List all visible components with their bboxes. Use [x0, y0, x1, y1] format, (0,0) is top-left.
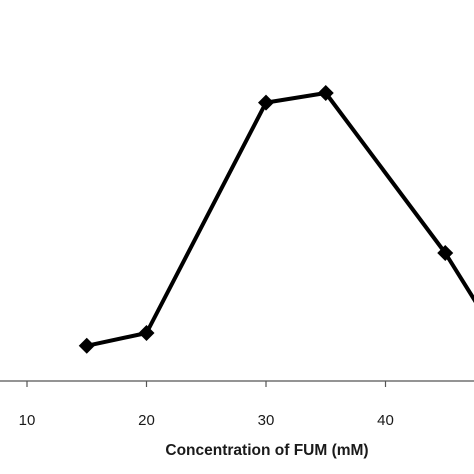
- x-axis-title: Concentration of FUM (mM): [165, 442, 368, 459]
- x-tick-labels: 10 20 30 40: [19, 412, 394, 429]
- data-point-marker: [138, 325, 155, 341]
- series-line: [86, 91, 474, 348]
- x-axis: 10 20 30 40: [0, 380, 474, 429]
- data-point-marker: [317, 85, 334, 101]
- x-tick-label: 20: [138, 412, 155, 429]
- series-layer: [78, 85, 474, 354]
- data-point-marker: [258, 94, 274, 111]
- x-tick-label: 10: [19, 412, 36, 429]
- x-tick-label: 40: [377, 412, 394, 429]
- x-ticks: [26, 381, 387, 387]
- data-point-marker: [78, 337, 95, 354]
- data-point-marker: [437, 245, 454, 261]
- x-tick-label: 30: [258, 412, 275, 429]
